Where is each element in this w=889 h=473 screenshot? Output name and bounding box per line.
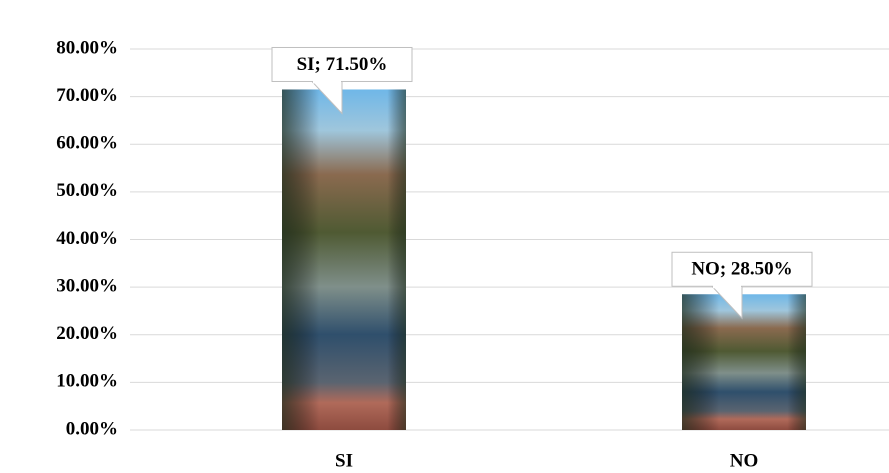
y-tick-label: 50.00% bbox=[56, 180, 118, 201]
label-box bbox=[271, 46, 413, 82]
data-label: NO; 28.50% bbox=[691, 259, 792, 280]
label-cover bbox=[313, 80, 341, 84]
y-tick-label: 40.00% bbox=[56, 228, 118, 249]
x-tick-label: NO bbox=[730, 450, 759, 471]
label-box bbox=[671, 251, 813, 287]
y-tick-label: 10.00% bbox=[56, 371, 118, 392]
bar-shade bbox=[282, 89, 406, 430]
y-tick-label: 80.00% bbox=[56, 37, 118, 58]
y-tick-label: 30.00% bbox=[56, 275, 118, 296]
x-tick-label: SI bbox=[335, 450, 353, 471]
label-cover bbox=[713, 285, 741, 289]
bar-shade bbox=[682, 294, 806, 430]
data-label: SI; 71.50% bbox=[297, 54, 388, 75]
y-tick-label: 0.00% bbox=[66, 418, 118, 439]
y-tick-label: 20.00% bbox=[56, 323, 118, 344]
y-tick-label: 60.00% bbox=[56, 133, 118, 154]
y-tick-label: 70.00% bbox=[56, 85, 118, 106]
